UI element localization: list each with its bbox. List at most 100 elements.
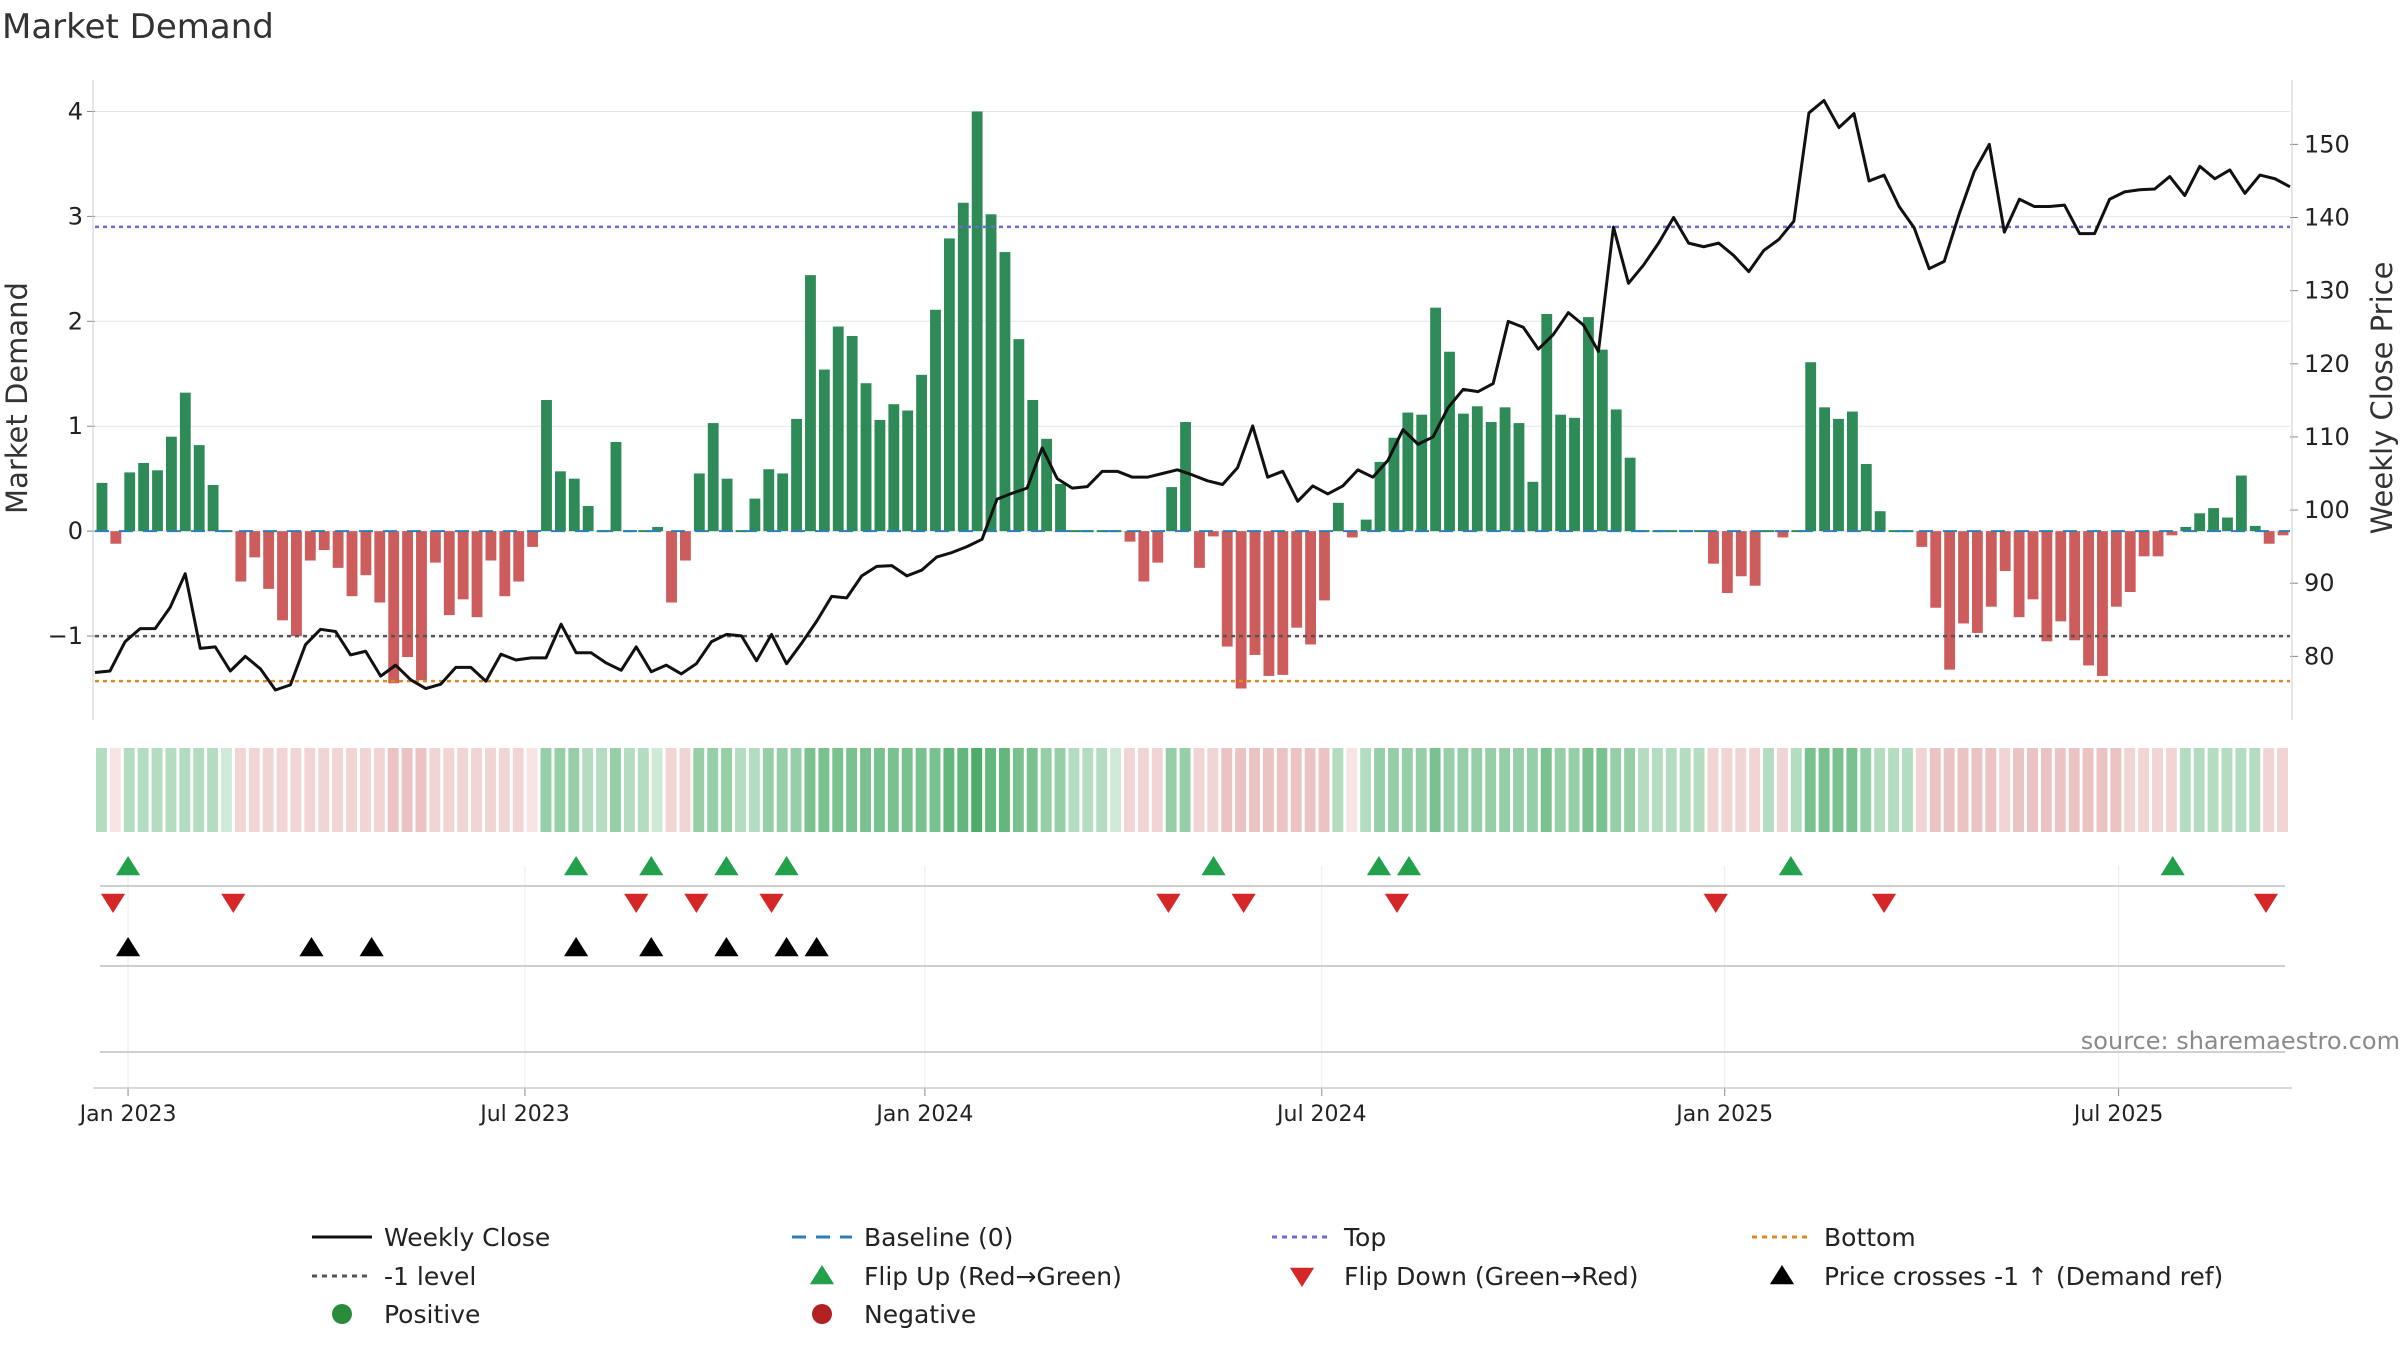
demand-bar bbox=[1735, 531, 1747, 577]
heat-cell bbox=[554, 748, 566, 832]
heat-cell bbox=[818, 748, 830, 832]
heat-cell bbox=[1374, 748, 1385, 832]
heat-cell bbox=[318, 748, 330, 832]
heat-cell bbox=[1179, 748, 1191, 832]
weekly-close-path bbox=[94, 98, 2291, 692]
demand-bar bbox=[2249, 525, 2261, 532]
demand-bar bbox=[541, 400, 552, 532]
demand-bar bbox=[360, 531, 372, 576]
demand-bar bbox=[666, 531, 677, 603]
demand-bar bbox=[1499, 407, 1511, 532]
price-cross-marker bbox=[359, 937, 384, 957]
heat-cell bbox=[2054, 748, 2066, 832]
demand-bar bbox=[318, 531, 330, 551]
demand-bar bbox=[874, 419, 886, 532]
legend-item: -1 level bbox=[312, 1262, 476, 1291]
heat-cell bbox=[1790, 748, 1802, 832]
demand-bar bbox=[1555, 414, 1567, 532]
heat-cell bbox=[999, 748, 1010, 832]
demand-bar bbox=[499, 531, 511, 597]
heat-cell bbox=[1915, 748, 1927, 832]
y2-tick-label: 150 bbox=[2304, 130, 2350, 158]
price-cross-marker bbox=[299, 937, 324, 957]
demand-bar bbox=[1319, 531, 1330, 601]
flip-up-marker bbox=[2160, 856, 2185, 876]
y-tick-label: 4 bbox=[68, 97, 83, 125]
y2-tick-label: 90 bbox=[2304, 569, 2335, 597]
legend-label: Flip Down (Green→Red) bbox=[1344, 1262, 1639, 1291]
demand-bar bbox=[568, 478, 580, 532]
heat-cell bbox=[1262, 748, 1274, 832]
heat-cell bbox=[1929, 748, 1941, 832]
legend-item: Negative bbox=[812, 1300, 976, 1329]
flip-down-marker bbox=[624, 893, 649, 913]
demand-bar bbox=[721, 478, 733, 532]
heat-cell bbox=[1735, 748, 1747, 832]
heat-cell bbox=[2235, 748, 2247, 832]
y2-axis-label: Weekly Close Price bbox=[2365, 262, 2399, 535]
price-cross-marker bbox=[714, 937, 739, 957]
heat-cell bbox=[1137, 748, 1149, 832]
heat-cell bbox=[637, 748, 649, 832]
flip-down-marker bbox=[221, 893, 246, 913]
heat-cell bbox=[693, 748, 705, 832]
heat-cell bbox=[2193, 748, 2205, 832]
demand-bar bbox=[429, 531, 441, 563]
heat-cell bbox=[1026, 748, 1038, 832]
y-tick-label: 2 bbox=[68, 307, 83, 335]
flip-down-marker bbox=[1703, 893, 1728, 913]
demand-bar bbox=[1944, 531, 1956, 670]
y-tick-label: 3 bbox=[68, 202, 83, 230]
heat-cell bbox=[735, 748, 746, 832]
demand-bar bbox=[346, 531, 358, 597]
heat-cell bbox=[2249, 748, 2261, 832]
legend-swatch bbox=[332, 1304, 352, 1324]
demand-bar bbox=[1180, 422, 1191, 532]
heat-cell bbox=[234, 748, 246, 832]
demand-bar bbox=[388, 531, 400, 684]
heat-cell bbox=[96, 748, 107, 832]
heat-cell bbox=[1276, 748, 1288, 832]
axes: −1 0 1 2 3 4 80 90 100 110 120 130 140 150 Jan 2023 Jul… bbox=[48, 80, 2350, 1127]
demand-bar bbox=[1068, 530, 1080, 533]
demand-bar bbox=[582, 505, 594, 532]
demand-bar bbox=[304, 531, 316, 561]
heat-cell bbox=[221, 748, 232, 832]
heat-cell bbox=[1749, 748, 1761, 832]
demand-bar bbox=[930, 309, 941, 532]
demand-bar bbox=[2069, 531, 2081, 641]
demand-bars bbox=[96, 111, 2289, 689]
heat-cell bbox=[887, 748, 899, 832]
heat-cell bbox=[1415, 748, 1427, 832]
heat-cell bbox=[1846, 748, 1858, 832]
flip-down-marker bbox=[759, 893, 784, 913]
demand-bar bbox=[1055, 483, 1066, 532]
demand-bar bbox=[1360, 519, 1372, 532]
heat-cell bbox=[540, 748, 552, 832]
demand-bar bbox=[485, 531, 497, 561]
demand-bar bbox=[1596, 349, 1608, 532]
heat-cell bbox=[207, 748, 219, 832]
heat-cell bbox=[1387, 748, 1399, 832]
heat-cell bbox=[1249, 748, 1260, 832]
demand-bar bbox=[124, 472, 136, 532]
heat-cell bbox=[1665, 748, 1677, 832]
demand-bar bbox=[652, 526, 664, 532]
legend-item: Weekly Close bbox=[312, 1223, 550, 1252]
demand-bar bbox=[1027, 400, 1039, 532]
demand-bar bbox=[2027, 531, 2039, 600]
price-cross-marker bbox=[804, 937, 829, 957]
demand-bar bbox=[1777, 531, 1789, 538]
legend-item: Flip Up (Red→Green) bbox=[809, 1262, 1122, 1291]
y2-tick-label: 140 bbox=[2304, 204, 2350, 232]
demand-bar bbox=[1444, 351, 1455, 532]
demand-bar bbox=[985, 214, 997, 532]
heat-cell bbox=[1499, 748, 1511, 832]
heat-cell bbox=[762, 748, 774, 832]
heat-cell bbox=[776, 748, 788, 832]
demand-bar bbox=[2180, 526, 2192, 532]
heat-cell bbox=[1457, 748, 1469, 832]
demand-bar bbox=[818, 369, 830, 532]
demand-bar bbox=[2208, 508, 2220, 532]
